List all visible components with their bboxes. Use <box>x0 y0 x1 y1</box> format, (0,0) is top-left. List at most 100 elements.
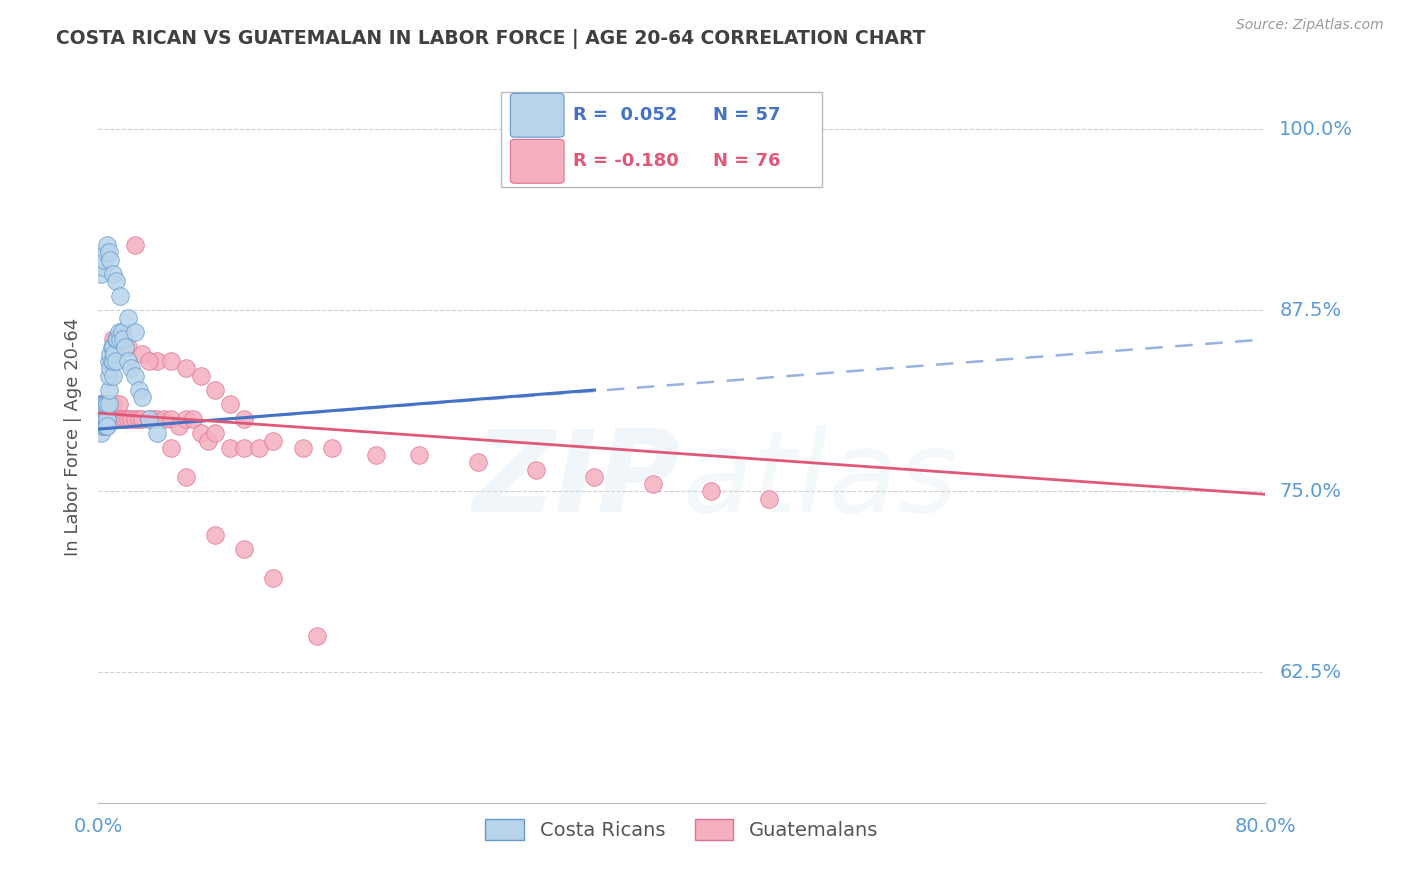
Point <box>97 397 120 411</box>
Point <box>89 419 111 434</box>
Point <box>97 368 120 383</box>
Point <box>104 274 127 288</box>
Point <box>364 448 387 462</box>
Point <box>89 412 111 426</box>
Point <box>124 368 146 383</box>
Point <box>174 470 197 484</box>
Point <box>174 412 197 426</box>
Point <box>93 412 115 426</box>
Point <box>97 397 120 411</box>
Text: 87.5%: 87.5% <box>1279 301 1341 320</box>
Point <box>204 528 226 542</box>
Point <box>124 325 146 339</box>
Point <box>96 238 118 252</box>
Point <box>321 441 343 455</box>
Point <box>146 412 169 426</box>
Point <box>90 412 112 426</box>
Point <box>128 383 150 397</box>
Point <box>94 397 117 411</box>
Point <box>262 571 284 585</box>
Point <box>247 441 270 455</box>
Text: 75.0%: 75.0% <box>1279 482 1341 501</box>
Point <box>96 412 118 426</box>
Point <box>93 412 115 426</box>
Text: N = 76: N = 76 <box>713 153 780 170</box>
Point <box>131 347 153 361</box>
Point <box>262 434 284 448</box>
Point <box>124 238 146 252</box>
Point <box>100 340 122 354</box>
Point <box>142 412 165 426</box>
Point <box>160 354 183 368</box>
Point <box>97 383 120 397</box>
Point <box>174 361 197 376</box>
Point <box>91 412 114 426</box>
Point <box>90 397 112 411</box>
Point <box>94 412 117 426</box>
Point <box>101 397 124 411</box>
Point <box>190 368 212 383</box>
Point <box>91 397 114 411</box>
Point <box>204 426 226 441</box>
Point <box>181 412 204 426</box>
Point <box>96 397 118 411</box>
Point <box>138 354 160 368</box>
Point <box>117 412 139 426</box>
Point <box>117 354 139 368</box>
Point <box>131 412 153 426</box>
Point <box>138 412 160 426</box>
Point <box>104 412 127 426</box>
Point <box>94 412 117 426</box>
FancyBboxPatch shape <box>510 139 564 183</box>
Point <box>98 397 121 411</box>
Point <box>131 390 153 404</box>
Text: atlas: atlas <box>682 425 957 536</box>
Point <box>291 441 314 455</box>
Text: 62.5%: 62.5% <box>1279 663 1341 682</box>
Y-axis label: In Labor Force | Age 20-64: In Labor Force | Age 20-64 <box>63 318 82 557</box>
Text: 0.0%: 0.0% <box>73 817 124 836</box>
Text: COSTA RICAN VS GUATEMALAN IN LABOR FORCE | AGE 20-64 CORRELATION CHART: COSTA RICAN VS GUATEMALAN IN LABOR FORCE… <box>56 29 925 49</box>
Point <box>90 397 112 411</box>
Text: 100.0%: 100.0% <box>1279 120 1354 139</box>
Point <box>93 397 115 411</box>
Point <box>101 368 124 383</box>
Point <box>110 332 132 346</box>
Point <box>110 332 132 346</box>
Point <box>93 419 115 434</box>
Text: N = 57: N = 57 <box>713 106 780 124</box>
Point <box>101 412 124 426</box>
Point <box>167 419 190 434</box>
Point <box>114 412 136 426</box>
Point <box>100 397 122 411</box>
Point <box>96 412 118 426</box>
Point <box>104 354 127 368</box>
Text: R =  0.052: R = 0.052 <box>574 106 678 124</box>
Point <box>758 491 780 506</box>
Point <box>197 434 219 448</box>
Point <box>233 441 256 455</box>
FancyBboxPatch shape <box>510 94 564 137</box>
Point <box>146 426 169 441</box>
Point <box>117 340 139 354</box>
Point <box>93 405 115 419</box>
Point <box>105 332 128 346</box>
Point <box>94 245 117 260</box>
Point <box>101 332 124 346</box>
Point <box>96 419 118 434</box>
Point <box>100 354 122 368</box>
Point <box>112 332 135 346</box>
Point <box>641 477 664 491</box>
Point <box>110 289 132 303</box>
Point <box>138 412 160 426</box>
Point <box>98 361 121 376</box>
Point <box>91 397 114 411</box>
Point <box>98 252 121 267</box>
Point <box>110 412 132 426</box>
Point <box>89 397 111 411</box>
Point <box>90 426 112 441</box>
Point <box>94 397 117 411</box>
Point <box>153 412 176 426</box>
Point <box>96 397 118 411</box>
Point <box>97 354 120 368</box>
